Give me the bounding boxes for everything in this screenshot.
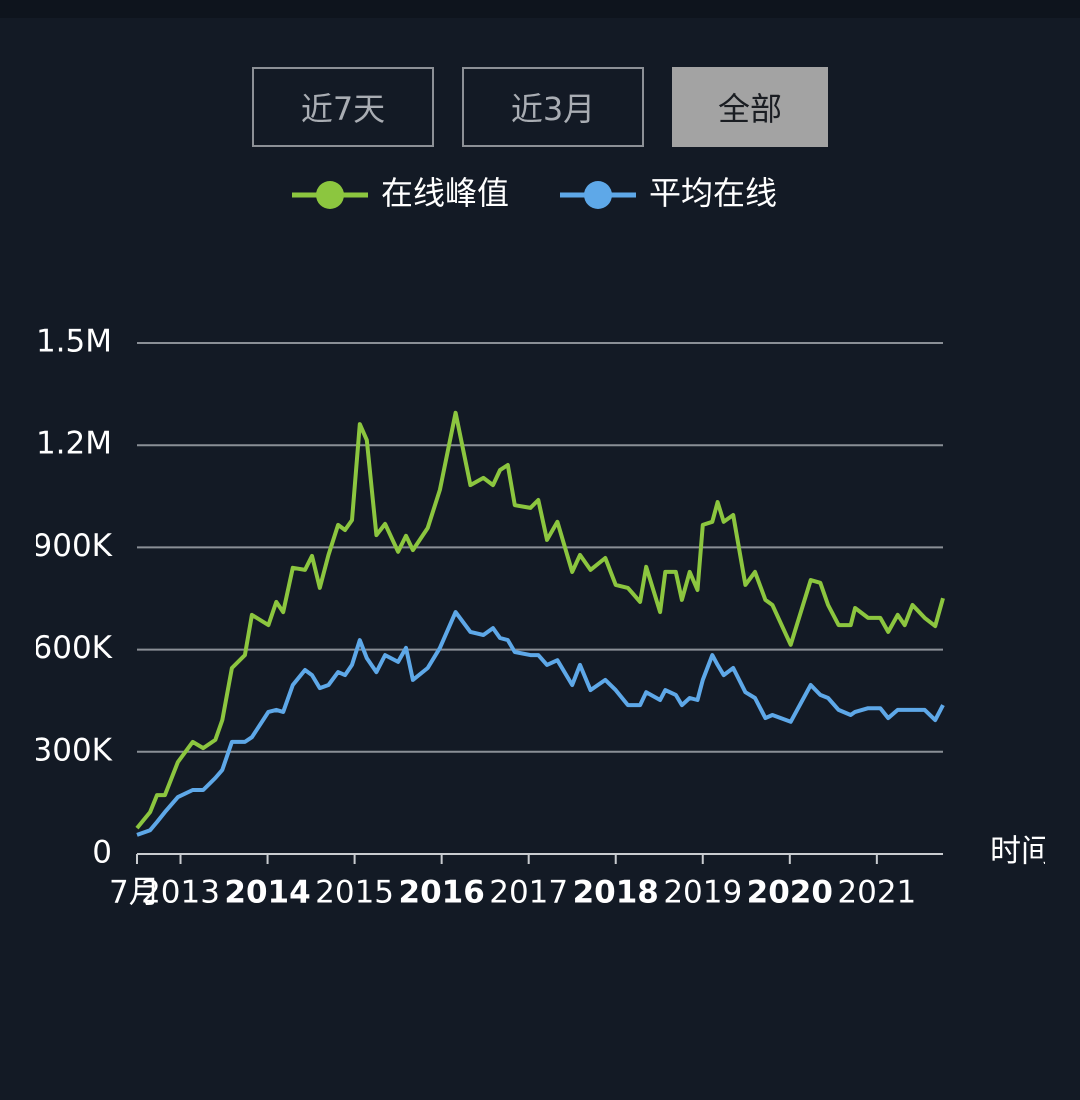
x-tick-label: 2021 <box>837 875 916 911</box>
range-button[interactable]: 近7天 <box>252 67 434 147</box>
top-bar <box>0 0 1080 18</box>
y-tick-label: 600K <box>33 630 113 666</box>
x-tick-label: 2017 <box>489 875 568 911</box>
range-button-active[interactable]: 全部 <box>672 67 828 147</box>
legend-label: 平均在线 <box>649 174 777 212</box>
legend-dot <box>316 181 344 209</box>
series-line <box>136 610 945 837</box>
legend-dot <box>584 181 612 209</box>
x-tick-label: 2014 <box>224 875 310 911</box>
y-tick-label: 1.2M <box>36 426 112 462</box>
range-button[interactable]: 近3月 <box>462 67 644 147</box>
x-tick-label: 2020 <box>747 875 833 911</box>
y-tick-label: 900K <box>33 528 113 564</box>
y-tick-label: 300K <box>33 732 113 768</box>
x-tick-label: 2016 <box>399 875 485 911</box>
x-tick-label: 2018 <box>573 875 659 911</box>
x-axis-title: 时间 <box>990 834 1052 870</box>
x-tick-label: 2015 <box>315 875 394 911</box>
x-tick-label: 2013 <box>141 875 220 911</box>
series-line <box>135 410 945 830</box>
y-tick-label: 0 <box>92 835 112 871</box>
x-tick-label: 7月 <box>109 875 160 911</box>
y-tick-label: 1.5M <box>36 324 112 360</box>
x-tick-label: 2019 <box>663 875 742 911</box>
legend-label: 在线峰值 <box>381 174 509 212</box>
